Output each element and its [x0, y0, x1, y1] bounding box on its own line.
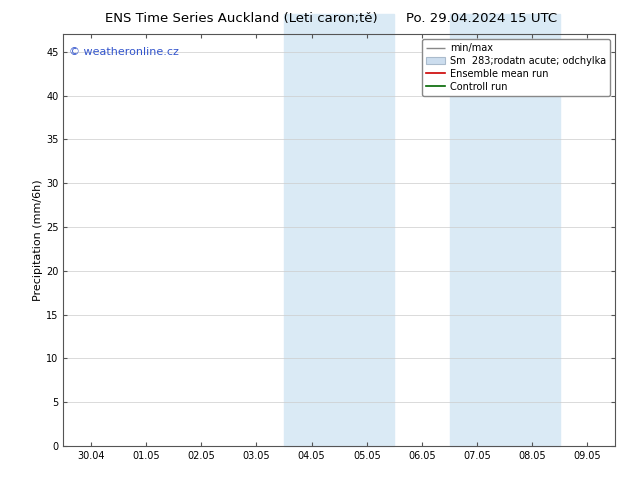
Text: Po. 29.04.2024 15 UTC: Po. 29.04.2024 15 UTC	[406, 12, 557, 25]
Bar	[450, 14, 560, 446]
Bar	[284, 14, 394, 446]
Y-axis label: Precipitation (mm/6h): Precipitation (mm/6h)	[33, 179, 43, 301]
Text: © weatheronline.cz: © weatheronline.cz	[69, 47, 179, 57]
Legend: min/max, Sm  283;rodatn acute; odchylka, Ensemble mean run, Controll run: min/max, Sm 283;rodatn acute; odchylka, …	[422, 39, 610, 96]
Text: ENS Time Series Auckland (Leti caron;tě): ENS Time Series Auckland (Leti caron;tě)	[105, 12, 377, 25]
